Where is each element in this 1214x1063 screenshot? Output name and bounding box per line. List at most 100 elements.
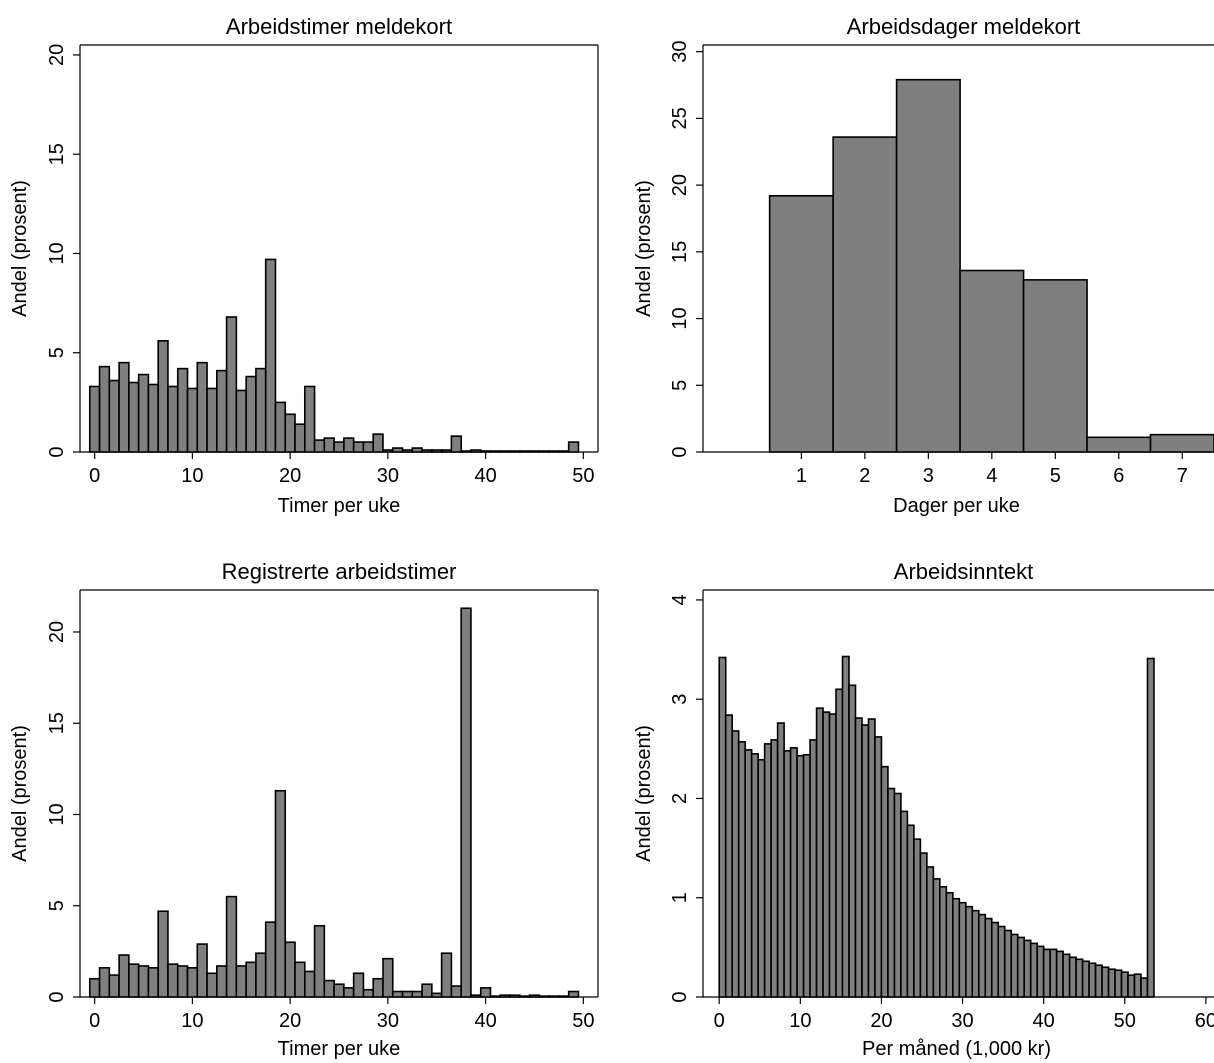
chart-title: Arbeidstimer meldekort: [226, 14, 452, 39]
histogram-bar: [294, 423, 306, 453]
histogram-bar: [118, 954, 130, 998]
histogram-bar: [1036, 945, 1045, 998]
histogram-bar: [1133, 973, 1142, 998]
histogram-bar: [822, 711, 831, 998]
histogram-bar: [932, 878, 941, 998]
x-tick-label: 2: [859, 465, 870, 487]
histogram-bar: [431, 449, 443, 453]
histogram-bar: [828, 713, 837, 998]
y-tick-label: 1: [669, 892, 691, 903]
histogram-bar: [1127, 974, 1136, 998]
histogram-bar: [303, 970, 316, 998]
histogram-bar: [848, 684, 857, 998]
y-axis-label: Andel (prosent): [9, 180, 31, 317]
histogram-bar: [926, 866, 935, 998]
x-axis-label: Per måned (1,000 kr): [862, 1038, 1051, 1060]
histogram-bar: [333, 441, 345, 453]
histogram-bar: [538, 450, 550, 453]
histogram-bar: [548, 995, 560, 998]
y-tick-label: 0: [46, 446, 68, 457]
chart-panel: 0 10 20 30 40 50 60 0 1 2 3 4 Arbeidsinntekt Per måne…: [633, 559, 1214, 1060]
histogram-bar: [421, 449, 433, 453]
histogram-bar: [783, 750, 792, 998]
histogram-bar: [977, 913, 987, 998]
histogram-bar: [1042, 948, 1051, 998]
histogram-bar: [274, 789, 287, 998]
histogram-bar: [1101, 966, 1110, 998]
histogram-bar: [157, 340, 169, 453]
histogram-bar: [333, 983, 345, 998]
histogram-bar: [264, 921, 277, 998]
histogram-bar: [1029, 942, 1038, 998]
histogram-bar: [1107, 968, 1116, 998]
histogram-bar: [1120, 971, 1129, 998]
histogram-bar: [245, 961, 257, 998]
histogram-bar: [460, 450, 472, 453]
histogram-bar: [206, 387, 218, 453]
histogram-bar: [128, 963, 140, 998]
histogram-bar: [1140, 977, 1149, 998]
x-tick-label: 10: [181, 1010, 203, 1032]
histogram-bar: [431, 992, 443, 998]
histogram-bar: [196, 361, 208, 453]
histogram-bar: [401, 990, 414, 998]
histogram-bar: [971, 909, 980, 998]
histogram-bar: [499, 450, 511, 453]
histogram-bar: [1010, 933, 1019, 998]
histogram-bar: [225, 316, 238, 453]
y-axis-label: Andel (prosent): [633, 180, 655, 317]
histogram-bar: [470, 449, 482, 453]
x-tick-label: 1: [796, 465, 807, 487]
histogram-bar: [939, 886, 948, 998]
histogram-bar: [906, 824, 915, 998]
histogram-bar: [440, 952, 453, 998]
histogram-bar: [964, 905, 974, 998]
histogram-bar: [98, 966, 111, 998]
histogram-bar: [352, 441, 365, 453]
histogram-bar: [1088, 962, 1097, 998]
x-tick-label: 40: [474, 1010, 496, 1032]
histogram-bar: [952, 897, 961, 998]
x-tick-label: 6: [1113, 465, 1124, 487]
histogram-bar: [401, 449, 414, 453]
histogram-bar: [147, 383, 159, 453]
histogram-bar: [137, 965, 150, 998]
histogram-bar: [789, 747, 798, 998]
histogram-bar: [294, 961, 306, 998]
histogram-bar: [770, 739, 779, 998]
chart-title: Arbeidsdager meldekort: [847, 14, 1081, 39]
histogram-bar: [815, 707, 824, 998]
histogram-bar: [1086, 436, 1152, 453]
histogram-bar: [137, 373, 150, 453]
histogram-bar: [768, 194, 834, 453]
y-tick-label: 25: [669, 107, 691, 129]
x-tick-label: 20: [870, 1010, 892, 1032]
x-tick-label: 60: [1195, 1010, 1214, 1032]
histogram-bar: [1022, 279, 1088, 453]
x-tick-label: 30: [377, 1010, 399, 1032]
histogram-bar: [157, 910, 169, 998]
histogram-bar: [802, 753, 811, 998]
x-tick-label: 50: [572, 465, 594, 487]
histogram-bar: [206, 972, 218, 998]
histogram-bar: [959, 269, 1025, 453]
histogram-bar: [362, 441, 374, 453]
histogram-bar: [362, 988, 374, 998]
histogram-bar: [176, 367, 189, 453]
x-tick-label: 0: [714, 1010, 725, 1032]
y-tick-label: 2: [669, 793, 691, 804]
y-tick-label: 15: [46, 712, 68, 734]
histogram-bar: [479, 987, 492, 998]
x-tick-label: 3: [923, 465, 934, 487]
x-tick-label: 20: [279, 465, 301, 487]
chart-title: Arbeidsinntekt: [894, 559, 1033, 584]
y-axis-label: Andel (prosent): [633, 725, 655, 862]
histogram-bar: [835, 688, 844, 998]
histogram-bar: [1081, 960, 1090, 998]
y-tick-label: 20: [46, 44, 68, 66]
histogram-bar: [750, 752, 759, 998]
histogram-bar: [913, 838, 922, 998]
x-tick-label: 0: [89, 465, 100, 487]
histogram-bar: [411, 990, 423, 998]
